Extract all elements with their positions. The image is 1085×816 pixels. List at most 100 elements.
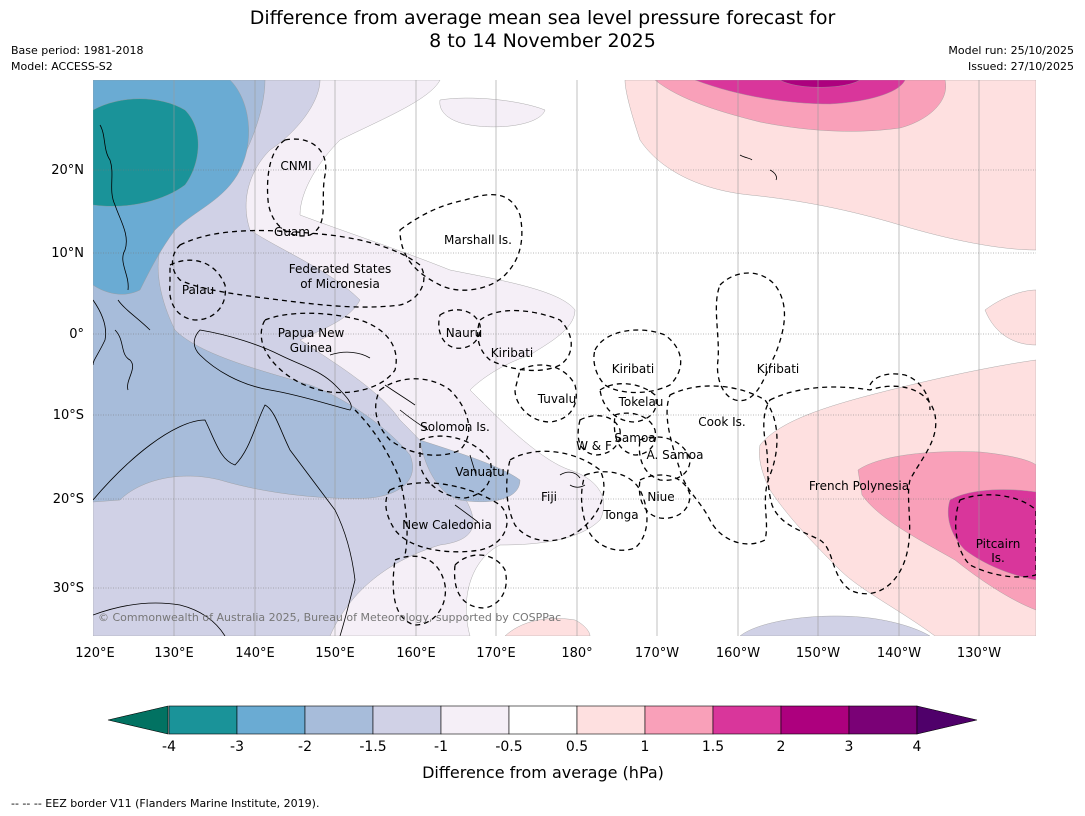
label-palau: Palau (182, 283, 214, 297)
coast-sulawesi (114, 329, 134, 391)
longitude-labels: 120°E 130°E 140°E 150°E 160°E 170°E 180°… (75, 646, 1001, 661)
contour-pink-light-east (984, 289, 1036, 346)
label-fsm-line1: Federated States (289, 262, 391, 276)
colorbar-high-extend (916, 705, 978, 735)
lon-label: 130°E (154, 646, 194, 661)
label-kiribati-east: Kiribati (757, 362, 799, 376)
colorbar-box (372, 705, 442, 735)
eez-kiribati-line (715, 272, 786, 402)
colorbar-box (168, 705, 238, 735)
eez-french-polynesia-north (869, 373, 931, 411)
lon-label: 120°E (75, 646, 115, 661)
colorbar-box (780, 705, 850, 735)
contour-lavender-top (439, 97, 546, 128)
eez-norfolk (392, 555, 447, 626)
eez-borders (169, 138, 1036, 626)
eez-lord-howe (453, 554, 507, 609)
colorbar-label: Difference from average (hPa) (422, 763, 664, 782)
colorbar-box (848, 705, 918, 735)
eez-niue (638, 474, 691, 519)
meta-left: Base period: 1981-2018 Model: ACCESS-S2 (11, 43, 143, 75)
lon-label: 180° (561, 646, 592, 661)
lon-label: 150°W (796, 646, 840, 661)
lon-label: 150°E (315, 646, 355, 661)
label-vanuatu: Vanuatu (455, 465, 505, 479)
lat-label: 10°N (51, 246, 84, 261)
contour-pink-south (504, 618, 591, 636)
eez-cook (666, 385, 778, 545)
coast-fiji (559, 471, 586, 488)
colorbar-tick: -4 (162, 739, 176, 755)
eez-wallis (577, 415, 621, 456)
lat-label: 20°S (53, 492, 84, 507)
lat-label: 10°S (53, 408, 84, 423)
colorbar-tick: -1.5 (359, 739, 386, 755)
eez-australia-east (354, 409, 408, 556)
colorbar-tick: 1.5 (702, 739, 724, 755)
colorbar-box (644, 705, 714, 735)
lon-label: 140°E (235, 646, 275, 661)
colorbar-tick: 3 (845, 739, 854, 755)
label-pitcairn-line1: Pitcairn (976, 537, 1021, 551)
lon-label: 170°E (476, 646, 516, 661)
colorbar-tick: 2 (777, 739, 786, 755)
lon-label: 130°W (957, 646, 1001, 661)
eez-nauru (438, 309, 481, 349)
contour-magenta-se (947, 489, 1036, 581)
colorbar-box (236, 705, 306, 735)
eez-palau (169, 259, 227, 321)
label-nauru: Nauru (446, 326, 482, 340)
colorbar-box (304, 705, 374, 735)
coast-hawaii (739, 154, 777, 181)
colorbar-tick: -0.5 (495, 739, 522, 755)
colorbar-box (576, 705, 646, 735)
label-kiribati-central: Kiribati (612, 362, 654, 376)
label-american-samoa: A. Samoa (647, 448, 704, 462)
contour-lavender-bottom (739, 615, 931, 636)
eez-vanuatu (419, 435, 492, 499)
eez-fiji (506, 450, 605, 542)
latitude-labels: 20°N 10°N 0° 10°S 20°S 30°S (51, 163, 84, 596)
coastlines (93, 124, 777, 636)
label-pitcairn-line2: Is. (991, 551, 1005, 565)
coast-vanuatu (469, 454, 477, 476)
label-tokelau: Tokelau (618, 395, 664, 409)
eez-marshall (399, 194, 523, 291)
colorbar-tick: -1 (434, 739, 448, 755)
lon-label: 140°W (877, 646, 921, 661)
label-cnmi: CNMI (280, 159, 311, 173)
colorbar-low-extend (107, 705, 169, 735)
colorbar-tick: 0.5 (566, 739, 588, 755)
eez-cnmi (266, 138, 327, 237)
lon-label: 170°W (635, 646, 679, 661)
label-tonga: Tonga (602, 508, 638, 522)
eez-tokelau (599, 383, 657, 423)
label-kiribati-west: Kiribati (491, 346, 533, 360)
region-labels: CNMI Guam Marshall Is. Federated States … (182, 159, 1020, 565)
lat-label: 30°S (53, 581, 84, 596)
eez-fsm (171, 229, 425, 308)
colorbar-ticks: -4 -3 -2 -1.5 -1 -0.5 0.5 1 1.5 2 3 4 (162, 739, 922, 755)
label-fsm-line2: of Micronesia (300, 277, 380, 291)
label-guam: Guam (274, 225, 310, 239)
title-line-2: 8 to 14 November 2025 (429, 30, 656, 52)
coast-new-caledonia (454, 504, 479, 523)
coast-solomon (384, 384, 429, 431)
label-png-line1: Papua New (278, 326, 345, 340)
model-run: Model run: 25/10/2025 (948, 44, 1074, 57)
eez-png (260, 312, 397, 394)
colorbar-tick: 1 (641, 739, 650, 755)
parallels (93, 169, 1036, 589)
coast-australia (93, 404, 356, 636)
contour-magenta-ne (694, 80, 906, 105)
label-samoa: Samoa (614, 431, 655, 445)
label-solomon: Solomon Is. (420, 420, 490, 434)
map-title: Difference from average mean sea level p… (0, 7, 1085, 53)
meta-right: Model run: 25/10/2025 Issued: 27/10/2025 (948, 43, 1074, 75)
colorbar-box (440, 705, 510, 735)
eez-legend-note: -- -- -- EEZ border V11 (Flanders Marine… (11, 797, 320, 810)
model-name: Model: ACCESS-S2 (11, 60, 113, 73)
copyright-notice: © Commonwealth of Australia 2025, Bureau… (98, 611, 561, 624)
lon-label: 160°W (716, 646, 760, 661)
base-period: Base period: 1981-2018 (11, 44, 144, 57)
